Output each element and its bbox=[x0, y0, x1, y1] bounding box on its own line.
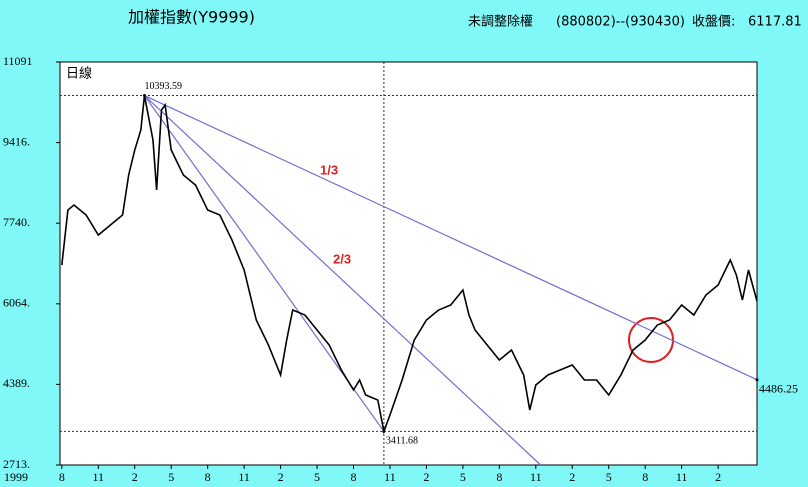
marker-point bbox=[382, 429, 386, 433]
x-year-label: 1999 bbox=[4, 470, 28, 484]
y-tick-label: 2713. bbox=[3, 457, 30, 471]
fan-line bbox=[144, 95, 758, 381]
price-line bbox=[61, 95, 758, 435]
plot-area bbox=[59, 61, 758, 466]
marker-label: 3411.68 bbox=[386, 436, 418, 447]
adjust-note: 未調整除權 bbox=[468, 15, 533, 30]
x-tick-label: 8 bbox=[642, 470, 648, 484]
x-tick-label: 5 bbox=[460, 470, 466, 484]
x-tick-label: 8 bbox=[205, 470, 211, 484]
y-tick-label: 7740. bbox=[3, 215, 30, 229]
fan-label: 2/3 bbox=[333, 251, 351, 266]
x-tick-label: 5 bbox=[314, 470, 320, 484]
y-tick-label: 11091 bbox=[3, 54, 33, 68]
x-tick-label: 11 bbox=[93, 470, 105, 484]
marker-label: 10393.59 bbox=[144, 81, 182, 92]
marker-point bbox=[142, 94, 146, 98]
fan-label: 1/3 bbox=[320, 162, 338, 177]
x-tick-label: 8 bbox=[496, 470, 502, 484]
x-tick-label: 11 bbox=[676, 470, 688, 484]
fan-line bbox=[144, 95, 542, 466]
close-label: 收盤價: bbox=[692, 15, 735, 30]
date-range: (880802)--(930430) bbox=[556, 15, 685, 30]
x-tick-label: 5 bbox=[606, 470, 612, 484]
x-tick-label: 2 bbox=[132, 470, 138, 484]
x-tick-label: 11 bbox=[384, 470, 396, 484]
x-tick-label: 8 bbox=[59, 470, 65, 484]
close-value: 6117.81 bbox=[748, 15, 802, 30]
x-tick-label: 8 bbox=[351, 470, 357, 484]
marker-point bbox=[755, 378, 759, 382]
highlight-circle bbox=[628, 317, 674, 363]
y-tick-label: 9416. bbox=[3, 134, 30, 148]
y-tick-label: 4389. bbox=[3, 376, 30, 390]
x-tick-label: 11 bbox=[238, 470, 250, 484]
x-tick-label: 2 bbox=[278, 470, 284, 484]
period-label: 日線 bbox=[66, 66, 92, 82]
x-tick-label: 2 bbox=[569, 470, 575, 484]
x-tick-label: 5 bbox=[168, 470, 174, 484]
x-tick-label: 2 bbox=[423, 470, 429, 484]
marker-label: 4486.25 bbox=[759, 381, 798, 395]
y-tick-label: 6064. bbox=[3, 296, 30, 310]
x-tick-label: 2 bbox=[715, 470, 721, 484]
x-tick-label: 11 bbox=[530, 470, 542, 484]
chart-title: 加權指數(Y9999) bbox=[128, 8, 255, 27]
